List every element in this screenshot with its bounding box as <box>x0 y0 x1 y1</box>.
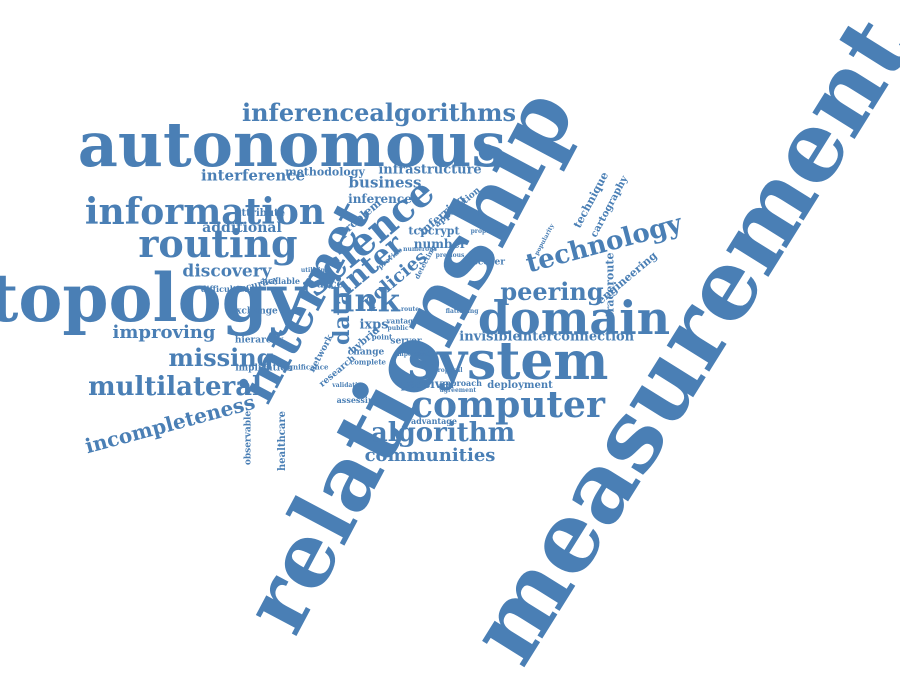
word-passive: passive <box>400 377 450 391</box>
word-link: link <box>330 281 400 319</box>
word-invisible: invisible <box>459 329 521 345</box>
word-domain: domain <box>477 291 671 345</box>
word-additional: additional <box>202 220 282 236</box>
word-observable: observable <box>243 410 254 466</box>
word-system: system <box>407 331 609 392</box>
word-routing: routing <box>138 221 298 266</box>
word-algorithm: algorithm <box>370 418 516 448</box>
word-complete: complete <box>349 357 387 367</box>
word-traceroute: traceroute <box>603 252 617 318</box>
word-advantage: advantage <box>411 416 457 426</box>
word-computer: computer <box>411 384 605 426</box>
word-healthcare: healthcare <box>277 411 288 471</box>
word-hierarchy: hierarchy <box>234 335 284 346</box>
word-vantage: vantage <box>386 316 418 326</box>
word-previous: previous <box>435 252 465 259</box>
word-autonomous: autonomous <box>77 108 507 181</box>
word-implication: implication <box>235 363 293 374</box>
word-infrastructure: infrastructure <box>378 162 482 178</box>
word-discovery: discovery <box>182 261 272 282</box>
word-numerous: numerous <box>403 246 437 253</box>
word-public: public <box>387 325 409 332</box>
word-communities: communities <box>364 445 496 466</box>
word-properties: properties <box>470 228 506 235</box>
word-available: available <box>260 276 300 286</box>
word-information: information <box>84 191 326 233</box>
word-validation: validation <box>332 382 366 389</box>
word-multilateral: multilateral <box>88 372 262 402</box>
word-flattening: flattening <box>445 308 479 315</box>
word-change: change <box>347 347 385 358</box>
word-methodology: methodology <box>285 165 365 179</box>
word-point: point <box>371 332 393 342</box>
word-improving: improving <box>112 322 216 343</box>
word-proposal: proposal <box>433 367 463 374</box>
word-topology: topology <box>0 259 307 337</box>
word-peering: peering <box>500 277 604 306</box>
word-inferencealgorithms: inferencealgorithms <box>241 98 517 127</box>
word-deployment: deployment <box>487 380 553 391</box>
word-interference: interference <box>200 166 306 185</box>
word-agreement: agreement <box>439 387 477 394</box>
word-discover: discover <box>463 257 505 268</box>
word-attribute: attribute <box>234 208 286 219</box>
word-approach: approach <box>440 378 482 388</box>
word-number: number <box>413 237 467 251</box>
word-server: server <box>390 336 422 347</box>
word-missing: missing <box>168 343 274 372</box>
word-ixps: ixps <box>359 317 389 333</box>
word-route: route <box>400 306 420 313</box>
word-assessing: assessing <box>336 395 380 405</box>
word-utilizing: utilizing <box>300 267 330 274</box>
word-important: important <box>395 351 429 358</box>
word-inference: inference <box>348 192 412 206</box>
word-significance: significance <box>281 362 329 372</box>
word-exchange: exchange <box>230 306 278 317</box>
word-source: source <box>302 277 344 291</box>
word-tcpcrypt: tcpcrypt <box>408 224 460 238</box>
word-difficulties: difficulties <box>200 284 250 294</box>
word-interconnection: interconnection <box>517 329 635 345</box>
word-business: business <box>348 173 422 192</box>
